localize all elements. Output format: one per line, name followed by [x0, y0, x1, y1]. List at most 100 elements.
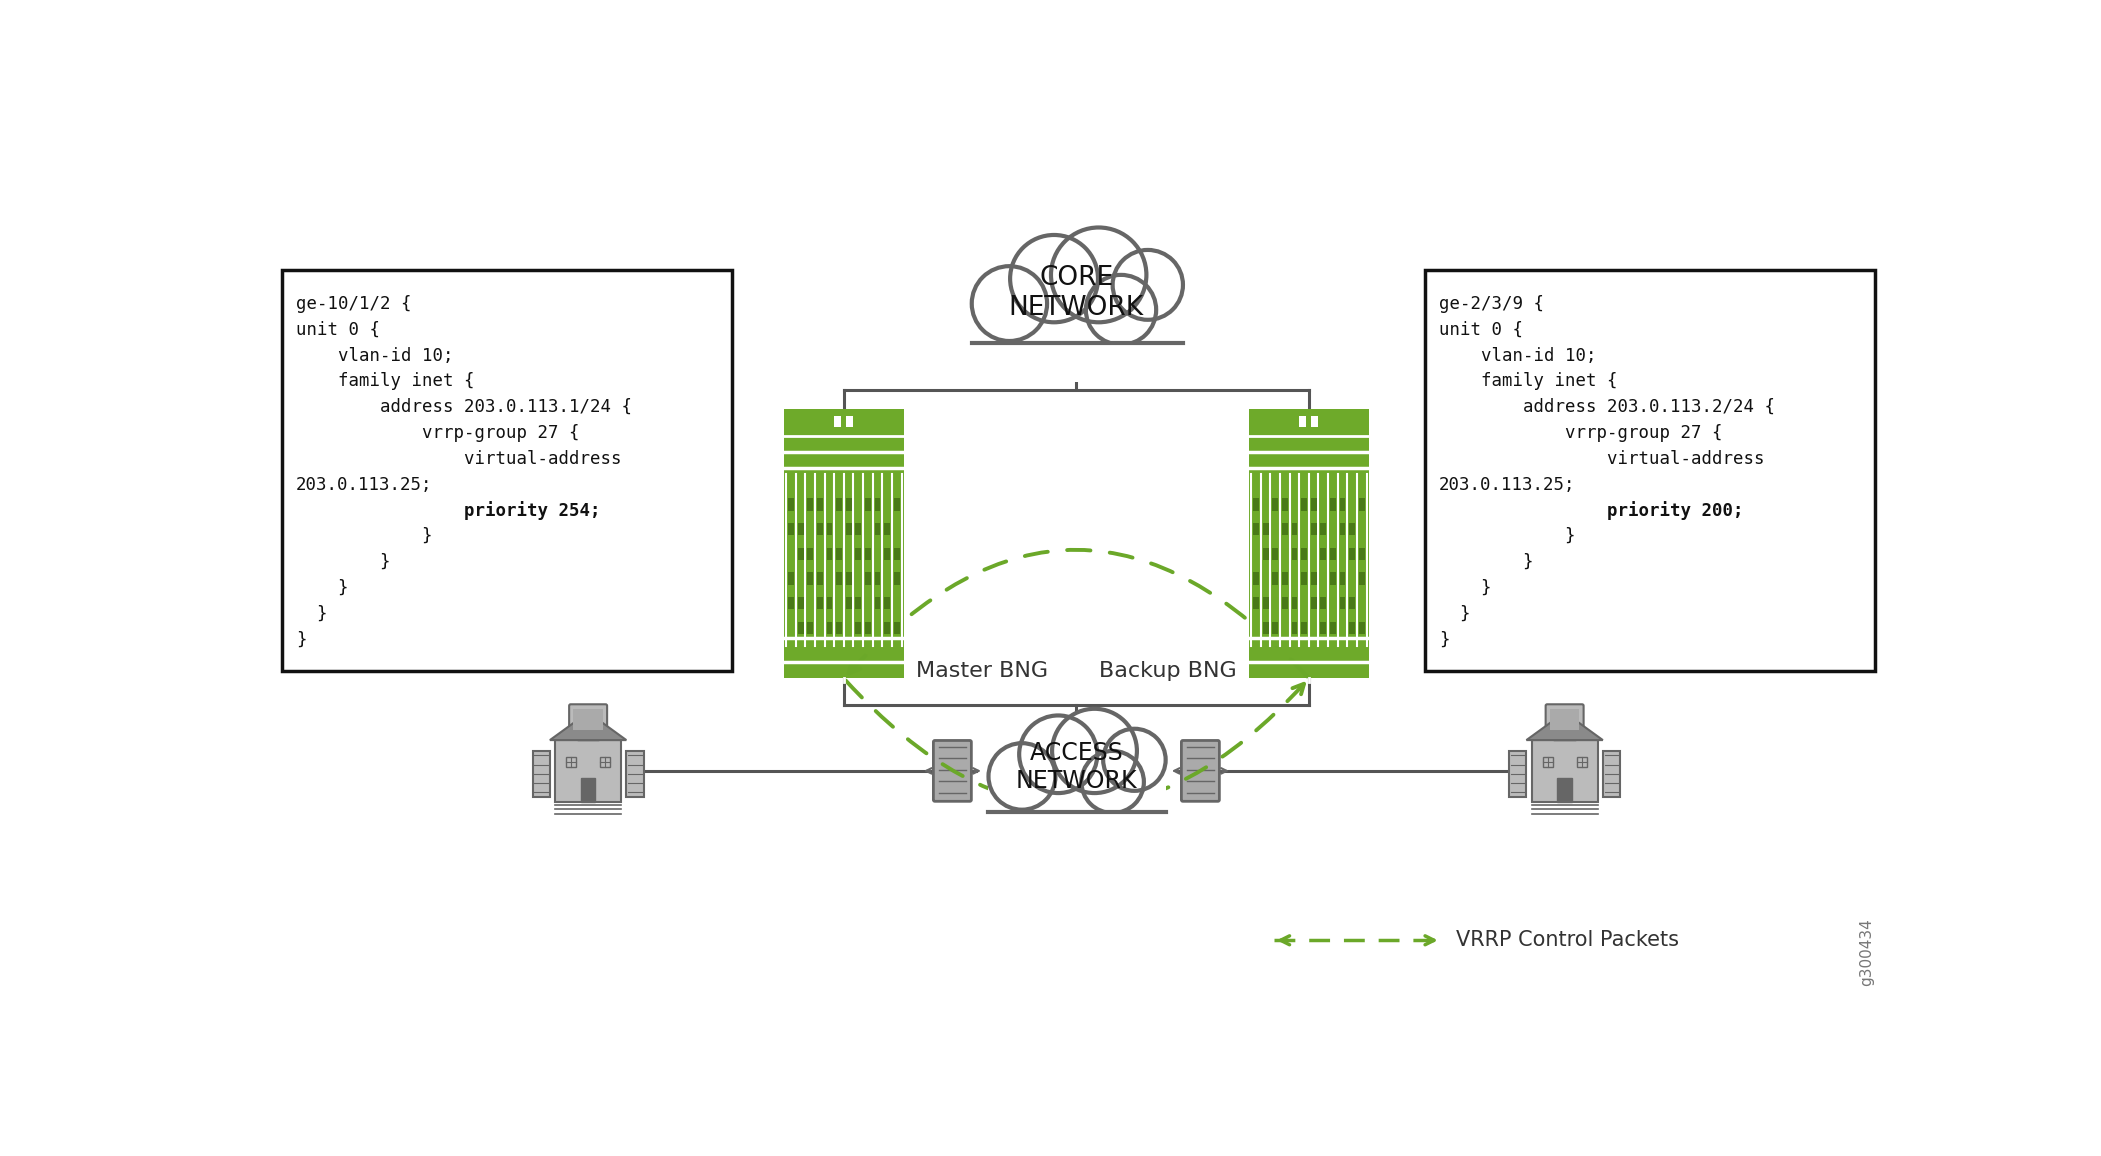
FancyBboxPatch shape [1301, 622, 1307, 633]
FancyBboxPatch shape [807, 622, 813, 633]
FancyBboxPatch shape [786, 474, 901, 646]
FancyBboxPatch shape [1252, 572, 1258, 585]
FancyBboxPatch shape [885, 622, 891, 633]
Text: ge-2/3/9 {: ge-2/3/9 { [1439, 295, 1544, 313]
Text: family inet {: family inet { [296, 372, 475, 391]
FancyBboxPatch shape [1319, 596, 1326, 609]
FancyBboxPatch shape [1551, 709, 1580, 729]
FancyBboxPatch shape [834, 416, 843, 427]
FancyBboxPatch shape [847, 498, 851, 511]
FancyBboxPatch shape [1509, 751, 1525, 798]
FancyBboxPatch shape [1181, 741, 1219, 801]
Text: 203.0.113.25;: 203.0.113.25; [1439, 475, 1576, 494]
FancyBboxPatch shape [798, 548, 803, 560]
FancyBboxPatch shape [784, 409, 903, 679]
FancyBboxPatch shape [855, 596, 861, 609]
Circle shape [1082, 751, 1143, 813]
FancyBboxPatch shape [1273, 622, 1277, 633]
Circle shape [987, 743, 1055, 809]
Text: 203.0.113.25;: 203.0.113.25; [296, 475, 433, 494]
FancyBboxPatch shape [874, 572, 880, 585]
Text: }: } [1439, 553, 1534, 571]
Polygon shape [550, 712, 626, 740]
Text: }: } [1439, 579, 1492, 596]
FancyBboxPatch shape [817, 596, 824, 609]
FancyBboxPatch shape [1359, 498, 1366, 511]
Text: vlan-id 10;: vlan-id 10; [296, 347, 454, 364]
FancyBboxPatch shape [855, 523, 861, 535]
FancyBboxPatch shape [807, 572, 813, 585]
FancyBboxPatch shape [1263, 596, 1269, 609]
FancyBboxPatch shape [1292, 523, 1296, 535]
Circle shape [1114, 250, 1183, 320]
FancyBboxPatch shape [282, 271, 731, 670]
FancyBboxPatch shape [1263, 622, 1269, 633]
FancyBboxPatch shape [817, 498, 824, 511]
FancyBboxPatch shape [1282, 523, 1288, 535]
FancyBboxPatch shape [836, 498, 843, 511]
FancyBboxPatch shape [798, 622, 803, 633]
Text: }: } [1439, 527, 1576, 546]
FancyBboxPatch shape [1349, 548, 1355, 560]
FancyBboxPatch shape [1424, 271, 1874, 670]
Circle shape [1103, 728, 1166, 791]
FancyBboxPatch shape [1546, 704, 1584, 734]
FancyBboxPatch shape [1282, 498, 1288, 511]
FancyBboxPatch shape [788, 572, 794, 585]
Text: vrrp-group 27 {: vrrp-group 27 { [296, 424, 580, 442]
Circle shape [973, 266, 1046, 341]
Text: Master BNG: Master BNG [916, 661, 1048, 681]
Text: ACCESS
NETWORK: ACCESS NETWORK [1015, 741, 1137, 793]
Text: vlan-id 10;: vlan-id 10; [1439, 347, 1597, 364]
Circle shape [1011, 235, 1099, 323]
FancyBboxPatch shape [1359, 572, 1366, 585]
FancyBboxPatch shape [1330, 498, 1336, 511]
FancyBboxPatch shape [788, 523, 794, 535]
FancyBboxPatch shape [798, 523, 803, 535]
FancyBboxPatch shape [1340, 498, 1345, 511]
FancyBboxPatch shape [788, 498, 794, 511]
FancyBboxPatch shape [798, 596, 803, 609]
FancyBboxPatch shape [1319, 622, 1326, 633]
FancyBboxPatch shape [847, 596, 851, 609]
Text: family inet {: family inet { [1439, 372, 1618, 391]
FancyBboxPatch shape [1273, 498, 1277, 511]
Text: unit 0 {: unit 0 { [296, 321, 380, 339]
FancyBboxPatch shape [1301, 498, 1307, 511]
Text: }: } [296, 605, 328, 623]
FancyBboxPatch shape [569, 704, 607, 734]
FancyBboxPatch shape [1576, 757, 1586, 766]
FancyBboxPatch shape [874, 523, 880, 535]
FancyBboxPatch shape [1248, 409, 1370, 679]
FancyBboxPatch shape [565, 757, 576, 766]
FancyBboxPatch shape [836, 548, 843, 560]
Text: priority 254;: priority 254; [296, 502, 601, 520]
Bar [964, 341, 1191, 381]
Text: address 203.0.113.1/24 {: address 203.0.113.1/24 { [296, 398, 632, 416]
FancyBboxPatch shape [847, 523, 851, 535]
Text: }: } [296, 579, 349, 596]
FancyBboxPatch shape [1311, 572, 1317, 585]
Text: }: } [296, 527, 433, 546]
FancyBboxPatch shape [1263, 548, 1269, 560]
FancyBboxPatch shape [1252, 474, 1366, 646]
FancyBboxPatch shape [885, 548, 891, 560]
FancyBboxPatch shape [1301, 548, 1307, 560]
FancyBboxPatch shape [855, 622, 861, 633]
FancyBboxPatch shape [836, 622, 843, 633]
FancyBboxPatch shape [1311, 498, 1317, 511]
Text: priority 200;: priority 200; [1439, 502, 1744, 520]
FancyBboxPatch shape [1340, 523, 1345, 535]
FancyBboxPatch shape [1557, 778, 1572, 802]
Text: }: } [1439, 605, 1471, 623]
Polygon shape [1527, 712, 1603, 740]
FancyBboxPatch shape [1603, 751, 1620, 798]
FancyBboxPatch shape [866, 572, 870, 585]
FancyBboxPatch shape [1311, 523, 1317, 535]
FancyBboxPatch shape [1349, 622, 1355, 633]
Text: unit 0 {: unit 0 { [1439, 321, 1523, 339]
FancyBboxPatch shape [784, 409, 903, 436]
FancyBboxPatch shape [1532, 740, 1597, 802]
FancyArrowPatch shape [849, 550, 1307, 676]
FancyBboxPatch shape [574, 709, 603, 729]
